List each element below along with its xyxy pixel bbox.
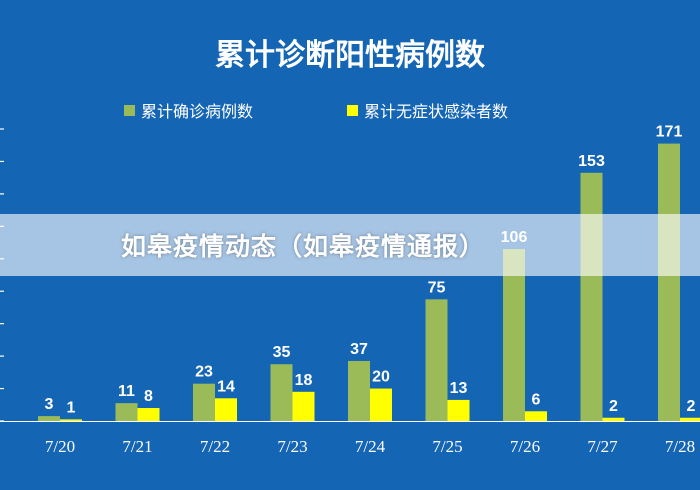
bar-asymptomatic-7-21	[137, 408, 160, 421]
data-label: 2	[687, 398, 696, 415]
chart-title: 累计诊断阳性病例数	[215, 38, 485, 73]
bar-confirmed-7-21	[115, 403, 138, 421]
bar-asymptomatic-7-25	[447, 399, 470, 421]
x-tick-label: 7/20	[45, 437, 75, 456]
data-label: 3	[45, 396, 54, 413]
bar-confirmed-7-22	[193, 383, 215, 421]
bar-asymptomatic-7-27	[602, 417, 625, 421]
x-tick-label: 7/27	[587, 437, 618, 456]
caption-text: 如皋疫情动态（如皋疫情通报）	[121, 232, 486, 261]
data-label: 1	[67, 399, 76, 416]
legend-item-confirmed: 累计确诊病例数	[124, 99, 253, 121]
x-tick-label: 7/22	[200, 437, 230, 456]
data-label: 171	[656, 124, 683, 141]
bar-confirmed-7-24	[348, 360, 370, 421]
bar-asymptomatic-7-28	[680, 417, 700, 421]
legend-label-asymptomatic: 累计无症状感染者数	[364, 102, 509, 121]
bar-confirmed-7-26	[503, 249, 525, 421]
legend-swatch-confirmed	[124, 104, 135, 116]
bar-confirmed-7-20	[38, 416, 60, 421]
data-label: 23	[195, 364, 213, 381]
x-tick-label: 7/28	[665, 437, 695, 456]
caption-banner: 如皋疫情动态（如皋疫情通报）	[0, 214, 700, 276]
data-label: 14	[217, 378, 235, 395]
bar-asymptomatic-7-24	[370, 388, 392, 421]
legend-label-confirmed: 累计确诊病例数	[141, 102, 254, 121]
data-label: 6	[532, 391, 541, 408]
bar-asymptomatic-7-22	[215, 398, 237, 421]
bar-asymptomatic-7-23	[292, 391, 315, 421]
bar-confirmed-7-28	[658, 143, 680, 421]
data-label: 13	[450, 380, 468, 397]
data-label: 37	[350, 341, 368, 358]
bar-asymptomatic-7-26	[525, 411, 547, 421]
legend-item-asymptomatic: 累计无症状感染者数	[347, 99, 508, 121]
bar-asymptomatic-7-20	[60, 419, 82, 421]
x-tick-label: 7/26	[510, 437, 540, 456]
data-label: 20	[372, 369, 390, 386]
data-label: 8	[144, 388, 153, 405]
bar-confirmed-7-23	[270, 364, 293, 421]
data-label: 75	[428, 279, 446, 296]
data-label: 11	[118, 383, 135, 400]
legend-swatch-asymptomatic	[347, 104, 358, 116]
x-tick-label: 7/24	[355, 437, 386, 456]
x-tick-label: 7/23	[277, 437, 307, 456]
data-label: 18	[295, 372, 313, 389]
x-tick-label: 7/25	[432, 437, 462, 456]
bar-confirmed-7-27	[580, 172, 603, 421]
data-label: 2	[609, 398, 618, 415]
bar-confirmed-7-25	[425, 299, 448, 421]
data-label: 35	[273, 344, 291, 361]
data-label: 153	[578, 153, 605, 170]
x-tick-label: 7/21	[122, 437, 152, 456]
